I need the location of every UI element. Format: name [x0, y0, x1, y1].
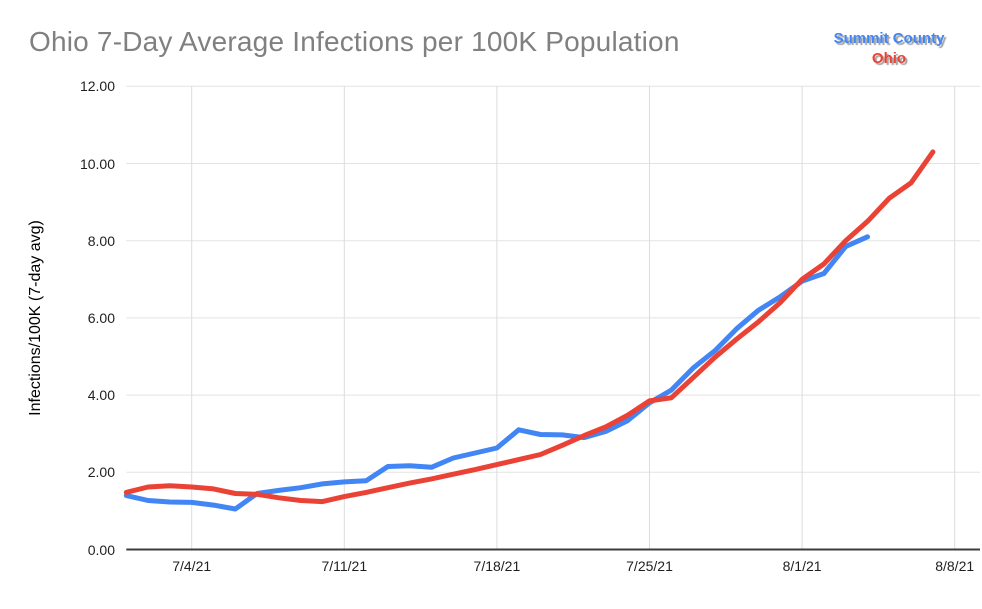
- y-tick-label: 0.00: [87, 541, 115, 558]
- legend-item-ohio: Ohio: [871, 50, 907, 67]
- x-tick-label: 7/18/21: [473, 558, 521, 574]
- x-tick-label: 7/4/21: [172, 558, 212, 574]
- y-tick-label: 8.00: [87, 232, 115, 249]
- y-tick-label: 10.00: [79, 155, 115, 172]
- y-tick-label: 6.00: [87, 309, 115, 326]
- x-tick-label: 8/8/21: [935, 558, 975, 574]
- legend-item-summit-county: Summit County: [833, 30, 945, 47]
- x-tick-label: 7/25/21: [626, 558, 673, 574]
- x-tick-label: 8/1/21: [782, 558, 822, 574]
- y-tick-label: 2.00: [87, 464, 115, 481]
- chart-title: Ohio 7-Day Average Infections per 100K P…: [29, 26, 680, 57]
- legend: Summit County Ohio: [789, 29, 982, 69]
- y-tick-label: 4.00: [87, 387, 115, 404]
- y-tick-label: 12.00: [79, 78, 115, 95]
- x-tick-label: 7/11/21: [321, 558, 368, 574]
- series-line-ohio: [123, 149, 936, 505]
- series-line-summit-county: [123, 234, 870, 512]
